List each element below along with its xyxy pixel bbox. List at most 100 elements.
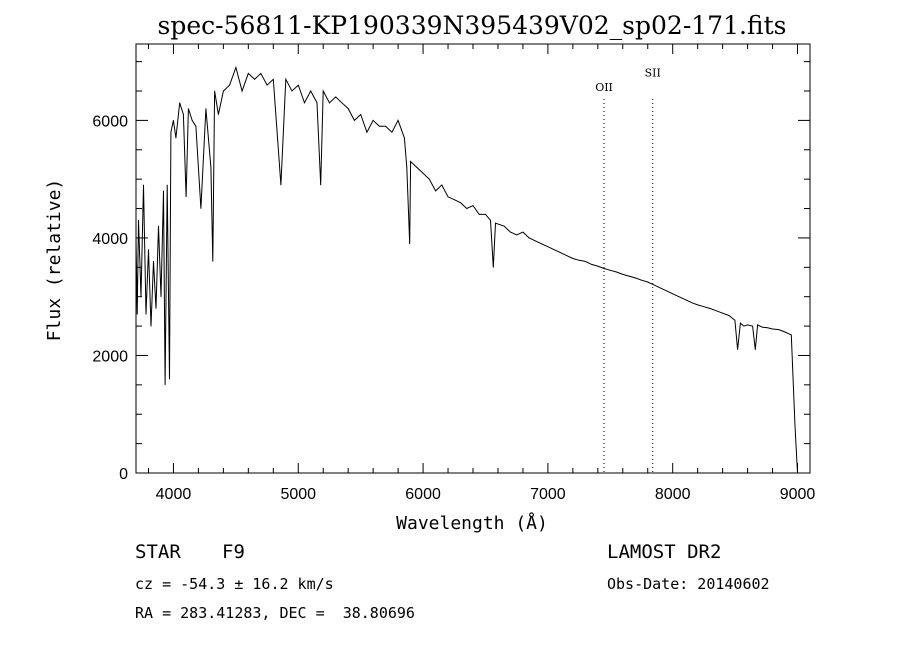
spectrum-point — [560, 252, 561, 254]
spectrum-point — [291, 90, 293, 92]
spectrum-point — [416, 167, 418, 168]
spectrum-point — [200, 208, 202, 209]
spectrum-point — [173, 120, 174, 121]
spectrum-point — [136, 313, 138, 315]
spectrum-line — [135, 65, 798, 474]
spectrum-point — [410, 161, 411, 162]
spectrum-point — [709, 308, 711, 309]
spectrum-point — [528, 237, 530, 239]
spectrum-point — [138, 219, 139, 221]
spectrum-point — [247, 73, 249, 74]
spectrum-point — [212, 261, 214, 262]
spectrum-point — [453, 199, 455, 201]
spectrum-point — [266, 84, 268, 86]
spectrum-point — [672, 293, 674, 295]
spectrum-point — [578, 259, 580, 261]
spectrum-point — [145, 313, 147, 315]
spectrum-point — [153, 261, 154, 262]
spectrum-point — [628, 275, 630, 277]
spectrum-point — [169, 378, 170, 380]
spectrum-point — [272, 78, 274, 80]
spectrum-point — [492, 266, 494, 268]
spectrum-point — [158, 225, 159, 227]
spectrum-point — [385, 125, 386, 127]
coordinates-text: RA = 283.41283, DEC = 38.80696 — [135, 604, 415, 622]
spectrum-point — [391, 131, 393, 133]
x-tick-label: 5000 — [280, 486, 316, 503]
spectrum-point — [778, 329, 780, 330]
spectrum-point — [135, 237, 137, 239]
spectral-line-label: SII — [645, 66, 661, 79]
spectrum-point — [183, 114, 184, 115]
spectrum-point — [218, 114, 219, 115]
spectrum-point — [143, 184, 144, 186]
spectrum-point — [767, 327, 768, 329]
spectrum-point — [584, 261, 586, 262]
spectral-line-label: OII — [595, 81, 613, 94]
x-tick-label: 8000 — [655, 486, 691, 503]
spectrum-point — [603, 268, 605, 269]
y-tick-label: 4000 — [92, 231, 128, 248]
spectrum-point — [304, 102, 305, 104]
spectrum-point — [140, 296, 142, 298]
spectrum-point — [762, 326, 763, 328]
spectrum-point — [495, 222, 496, 224]
redshift-text: cz = -54.3 ± 16.2 km/s — [135, 575, 334, 593]
spectrum-point — [205, 108, 207, 109]
y-tick-label: 0 — [119, 466, 128, 483]
spectrum-point — [406, 167, 408, 168]
spectrum-point — [754, 349, 756, 350]
spectrum-point — [341, 102, 343, 104]
spectrum-point — [772, 328, 773, 330]
spectrum-point — [316, 102, 318, 104]
spectrum-point — [335, 96, 337, 98]
spectrum-point — [322, 90, 324, 92]
spectrum-point — [616, 271, 617, 273]
spectrum-point — [622, 274, 624, 275]
spectrum-point — [435, 190, 436, 192]
spectrum-point — [164, 384, 166, 386]
spectrum-point — [472, 205, 474, 207]
spectrum-point — [553, 249, 555, 251]
spectrum-point — [678, 296, 680, 298]
spectrum-point — [179, 102, 181, 104]
spectrum-point — [535, 240, 536, 242]
object-class: STAR — [135, 541, 181, 563]
spectrum-point — [490, 219, 491, 221]
spectrum-point — [747, 324, 748, 326]
spectrum-point — [148, 249, 149, 251]
x-tick-label: 9000 — [780, 486, 816, 503]
spectrum-point — [784, 331, 786, 333]
spectrum-point — [541, 243, 542, 245]
spectrum-point — [634, 277, 636, 279]
spectrum-point — [397, 120, 399, 121]
spectrum-point — [297, 84, 299, 86]
plot-frame — [135, 43, 811, 474]
spectrum-point — [285, 78, 287, 80]
spectrum-point — [280, 184, 282, 186]
spectrum-point — [547, 246, 549, 248]
spectrum-point — [752, 325, 753, 327]
spectrum-point — [728, 315, 730, 316]
spectrum-point — [409, 243, 411, 245]
spectrum-point — [641, 279, 642, 281]
spectrum-point — [191, 120, 193, 121]
spectrum-point — [223, 90, 224, 92]
spectrum-point — [428, 178, 430, 180]
spectrum-point — [740, 322, 741, 324]
spectrum-point — [360, 114, 362, 115]
spectrum-point — [441, 184, 443, 186]
spectrum-point — [794, 425, 796, 427]
spectrum-point — [320, 184, 322, 186]
spectrum-point — [510, 231, 511, 233]
chart-title: spec-56811-KP190339N395439V02_sp02-171.f… — [158, 11, 787, 40]
y-tick-label: 2000 — [92, 348, 128, 365]
spectrum-point — [666, 290, 667, 292]
spectrum-point — [422, 172, 424, 174]
spectrum-point — [170, 131, 172, 133]
spectrum-point — [347, 108, 349, 109]
spectrum-point — [478, 214, 480, 215]
spectrum-point — [460, 202, 461, 204]
